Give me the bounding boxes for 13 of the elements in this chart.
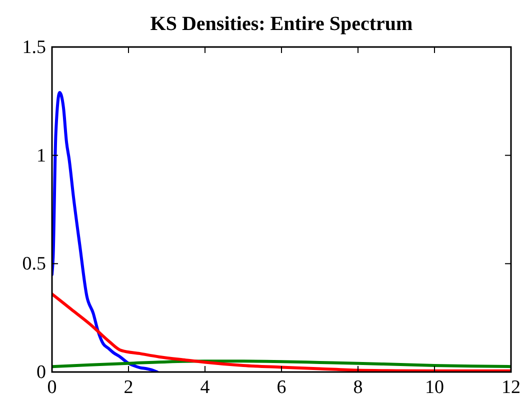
x-tick-label: 2 <box>124 377 134 398</box>
y-tick-label: 1.5 <box>22 37 46 58</box>
line-series <box>52 292 511 372</box>
chart-title: KS Densities: Entire Spectrum <box>150 13 414 35</box>
x-tick-label: 12 <box>502 377 520 398</box>
y-tick-label: 0.5 <box>22 254 46 275</box>
x-tick-label: 10 <box>425 377 444 398</box>
x-tick-label: 6 <box>276 377 286 398</box>
x-tick-label: 8 <box>353 377 363 398</box>
x-tick-label: 4 <box>200 377 210 398</box>
line-series <box>52 91 159 372</box>
y-tick-label: 1 <box>36 145 46 166</box>
y-tick-label: 0 <box>36 362 46 383</box>
